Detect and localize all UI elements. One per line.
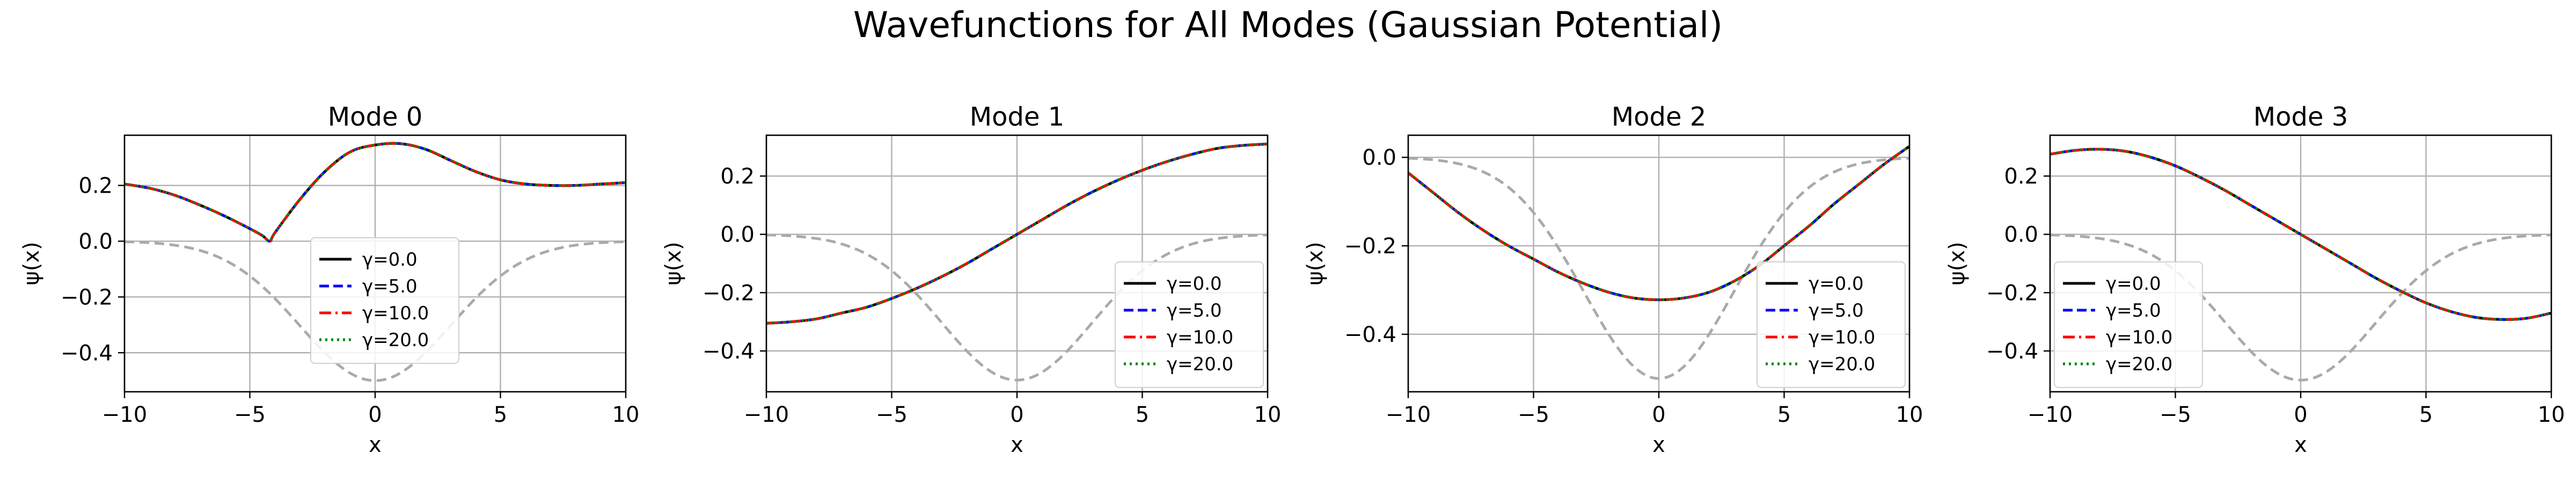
- panel-title: Mode 2: [1612, 102, 1707, 132]
- y-tick-label: −0.2: [61, 285, 113, 310]
- x-tick-label: 5: [494, 402, 507, 427]
- legend-label: γ=0.0: [362, 249, 418, 270]
- legend-box: [1757, 261, 1906, 388]
- legend-label: γ=5.0: [362, 276, 418, 297]
- legend-box: [2054, 261, 2203, 388]
- y-tick-label: 0.2: [2004, 164, 2038, 189]
- x-tick-label: −10: [2028, 402, 2073, 427]
- x-tick-label: 0: [368, 402, 382, 427]
- x-tick-label: −5: [876, 402, 908, 427]
- y-axis-label: ψ(x): [661, 241, 686, 285]
- x-tick-label: 5: [2419, 402, 2433, 427]
- series-line-3: [124, 142, 626, 243]
- y-axis-label: ψ(x): [1945, 241, 1970, 285]
- x-axis-label: x: [2294, 433, 2307, 457]
- legend-box: [310, 237, 459, 364]
- panel-title: Mode 1: [970, 102, 1065, 132]
- legend-label: γ=0.0: [2106, 273, 2161, 295]
- y-tick-label: −0.4: [702, 339, 755, 364]
- legend-label: γ=10.0: [362, 303, 429, 324]
- panel-title: Mode 0: [328, 102, 423, 132]
- x-tick-label: −10: [102, 402, 147, 427]
- y-tick-label: 0.0: [2004, 223, 2038, 247]
- y-axis-label: ψ(x): [19, 241, 44, 285]
- legend-label: γ=20.0: [2106, 354, 2172, 375]
- x-tick-label: −10: [744, 402, 789, 427]
- legend-label: γ=10.0: [1809, 327, 1875, 348]
- y-tick-label: −0.4: [1344, 323, 1396, 347]
- legend-label: γ=0.0: [1167, 273, 1222, 295]
- legend: γ=0.0 γ=5.0 γ=10.0 γ=20.0: [310, 237, 459, 364]
- y-tick-label: −0.4: [61, 341, 113, 365]
- x-tick-label: −5: [234, 402, 266, 427]
- x-tick-label: 10: [1254, 402, 1282, 427]
- x-axis-label: x: [1652, 433, 1665, 457]
- x-axis-label: x: [1011, 433, 1023, 457]
- y-tick-label: −0.2: [1986, 281, 2038, 305]
- y-tick-label: −0.2: [702, 281, 755, 305]
- potential-line: [2050, 233, 2552, 382]
- legend: γ=0.0 γ=5.0 γ=10.0 γ=20.0: [1115, 261, 1264, 388]
- x-tick-label: 5: [1136, 402, 1149, 427]
- y-axis-label: ψ(x): [1303, 241, 1328, 285]
- y-tick-label: 0.0: [720, 223, 755, 247]
- legend-label: γ=20.0: [1809, 354, 1875, 375]
- y-tick-label: 0.0: [1362, 145, 1396, 170]
- legend-label: γ=5.0: [1809, 300, 1864, 321]
- y-tick-label: 0.0: [78, 229, 113, 254]
- x-tick-label: −10: [1386, 402, 1431, 427]
- x-tick-label: 10: [2538, 402, 2565, 427]
- legend: γ=0.0 γ=5.0 γ=10.0 γ=20.0: [1757, 261, 1906, 388]
- x-tick-label: 0: [1652, 402, 1665, 427]
- panel-title: Mode 3: [2253, 102, 2348, 132]
- legend-box: [1115, 261, 1264, 388]
- x-tick-label: 10: [1896, 402, 1923, 427]
- legend-label: γ=20.0: [1167, 354, 1233, 375]
- legend-label: γ=0.0: [1809, 273, 1864, 295]
- series-line-3: [2050, 148, 2552, 321]
- legend-label: γ=10.0: [1167, 327, 1233, 348]
- figure-title: Wavefunctions for All Modes (Gaussian Po…: [853, 4, 1723, 46]
- legend: γ=0.0 γ=5.0 γ=10.0 γ=20.0: [2054, 261, 2203, 388]
- legend-label: γ=5.0: [1167, 300, 1222, 321]
- x-tick-label: 5: [1777, 402, 1791, 427]
- x-tick-label: 0: [1010, 402, 1023, 427]
- x-tick-label: −5: [2160, 402, 2191, 427]
- potential-line: [1408, 157, 1910, 380]
- x-tick-label: −5: [1518, 402, 1549, 427]
- y-tick-label: 0.2: [720, 164, 755, 189]
- x-tick-label: 10: [612, 402, 640, 427]
- chart-panel-2: −10 −5 0 5 10 −0.4 −0.2 0.0 Mode 2 x ψ(x) γ=0.0 γ=5.…: [1303, 102, 1923, 457]
- series-line-3: [766, 142, 1268, 325]
- x-tick-label: 0: [2294, 402, 2307, 427]
- series-line-2: [1407, 145, 1911, 302]
- y-tick-label: 0.2: [78, 174, 113, 199]
- y-tick-label: −0.2: [1344, 234, 1396, 259]
- potential-line: [124, 240, 626, 382]
- series-line-2: [2050, 148, 2552, 321]
- legend-label: γ=5.0: [2106, 300, 2161, 321]
- y-tick-label: −0.4: [1986, 339, 2038, 364]
- potential-line: [766, 233, 1268, 382]
- legend-label: γ=20.0: [362, 330, 429, 351]
- legend-label: γ=10.0: [2106, 327, 2172, 348]
- x-axis-label: x: [369, 433, 382, 457]
